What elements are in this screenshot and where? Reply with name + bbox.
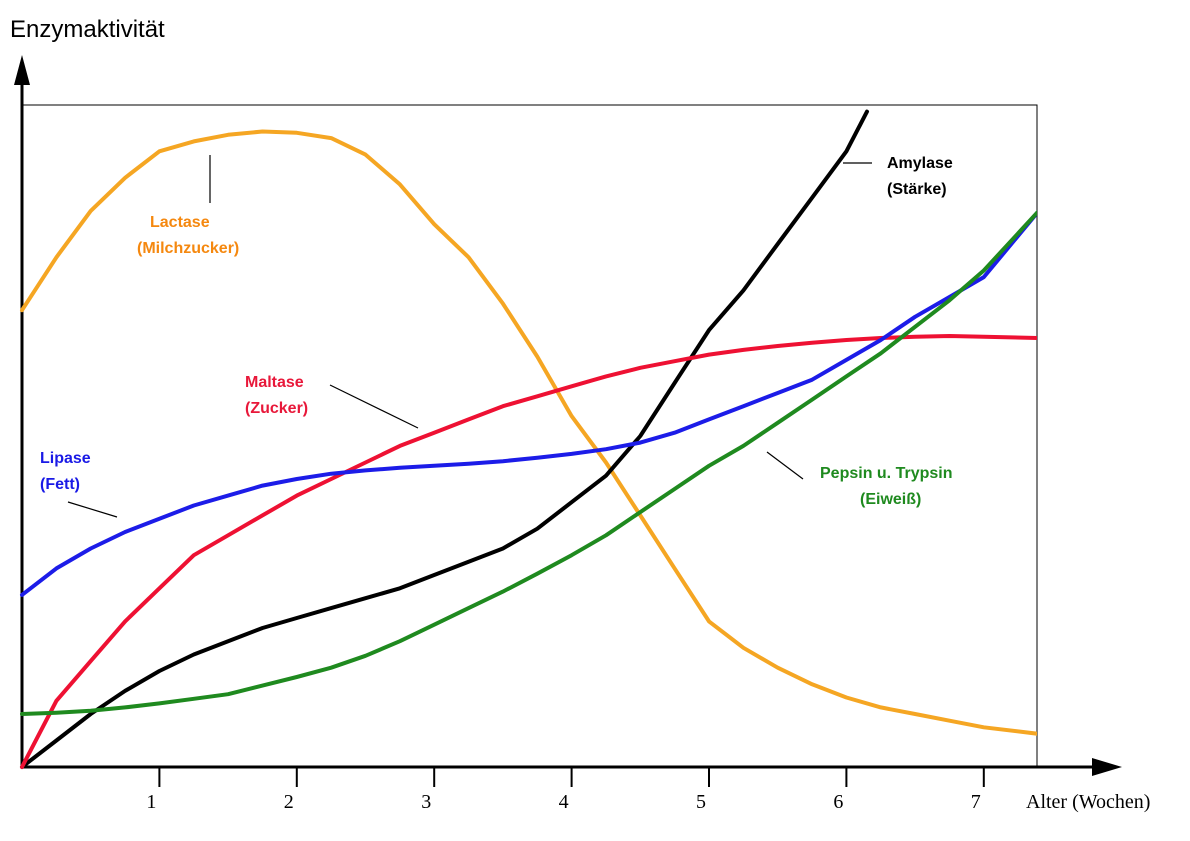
x-tick-label: 7 bbox=[971, 791, 981, 813]
x-tick-label: 6 bbox=[833, 791, 843, 813]
lipase-label: Lipase bbox=[40, 450, 91, 467]
series-line-maltase bbox=[20, 334, 1037, 769]
pepsin-trypsin-sublabel: (Eiweiß) bbox=[860, 491, 921, 508]
lactase-label: Lactase bbox=[150, 214, 210, 231]
leader-line bbox=[329, 384, 419, 429]
x-axis-label: Alter (Wochen) bbox=[1026, 791, 1150, 813]
series-line-pepsin-u-trypsin bbox=[20, 209, 1037, 716]
lactase-sublabel: (Milchzucker) bbox=[137, 240, 239, 257]
series-label-lactase: Lactase (Milchzucker) bbox=[137, 155, 239, 257]
series-line-lipase bbox=[20, 209, 1037, 597]
plot-frame bbox=[21, 104, 1038, 768]
series-label-maltase: Maltase (Zucker) bbox=[245, 374, 419, 429]
x-tick-label: 2 bbox=[284, 791, 294, 813]
series-label-lipase: Lipase (Fett) bbox=[40, 450, 118, 518]
x-tick-label: 4 bbox=[559, 791, 569, 813]
x-axis-ticks: 1 2 3 4 5 6 7 bbox=[146, 767, 985, 813]
series-lines bbox=[20, 109, 1037, 769]
x-tick-label: 3 bbox=[421, 791, 431, 813]
maltase-sublabel: (Zucker) bbox=[245, 400, 308, 417]
x-tick-label: 1 bbox=[146, 791, 156, 813]
series-label-pepsin-trypsin: Pepsin u. Trypsin (Eiweiß) bbox=[766, 451, 952, 508]
leader-line bbox=[67, 501, 118, 518]
amylase-label: Amylase bbox=[887, 155, 953, 172]
maltase-label: Maltase bbox=[245, 374, 304, 391]
y-axis-label: Enzymaktivität bbox=[10, 16, 165, 43]
series-label-amylase: Amylase (Stärke) bbox=[843, 155, 953, 198]
pepsin-trypsin-label: Pepsin u. Trypsin bbox=[820, 465, 952, 482]
series-line-lactase bbox=[20, 129, 1037, 736]
y-axis-arrow-icon bbox=[14, 55, 30, 85]
x-axis-arrow-icon bbox=[1092, 758, 1122, 776]
leader-line bbox=[766, 451, 804, 480]
amylase-sublabel: (Stärke) bbox=[887, 181, 947, 198]
lipase-sublabel: (Fett) bbox=[40, 476, 80, 493]
series-line-amylase bbox=[20, 109, 869, 769]
x-tick-label: 5 bbox=[696, 791, 706, 813]
